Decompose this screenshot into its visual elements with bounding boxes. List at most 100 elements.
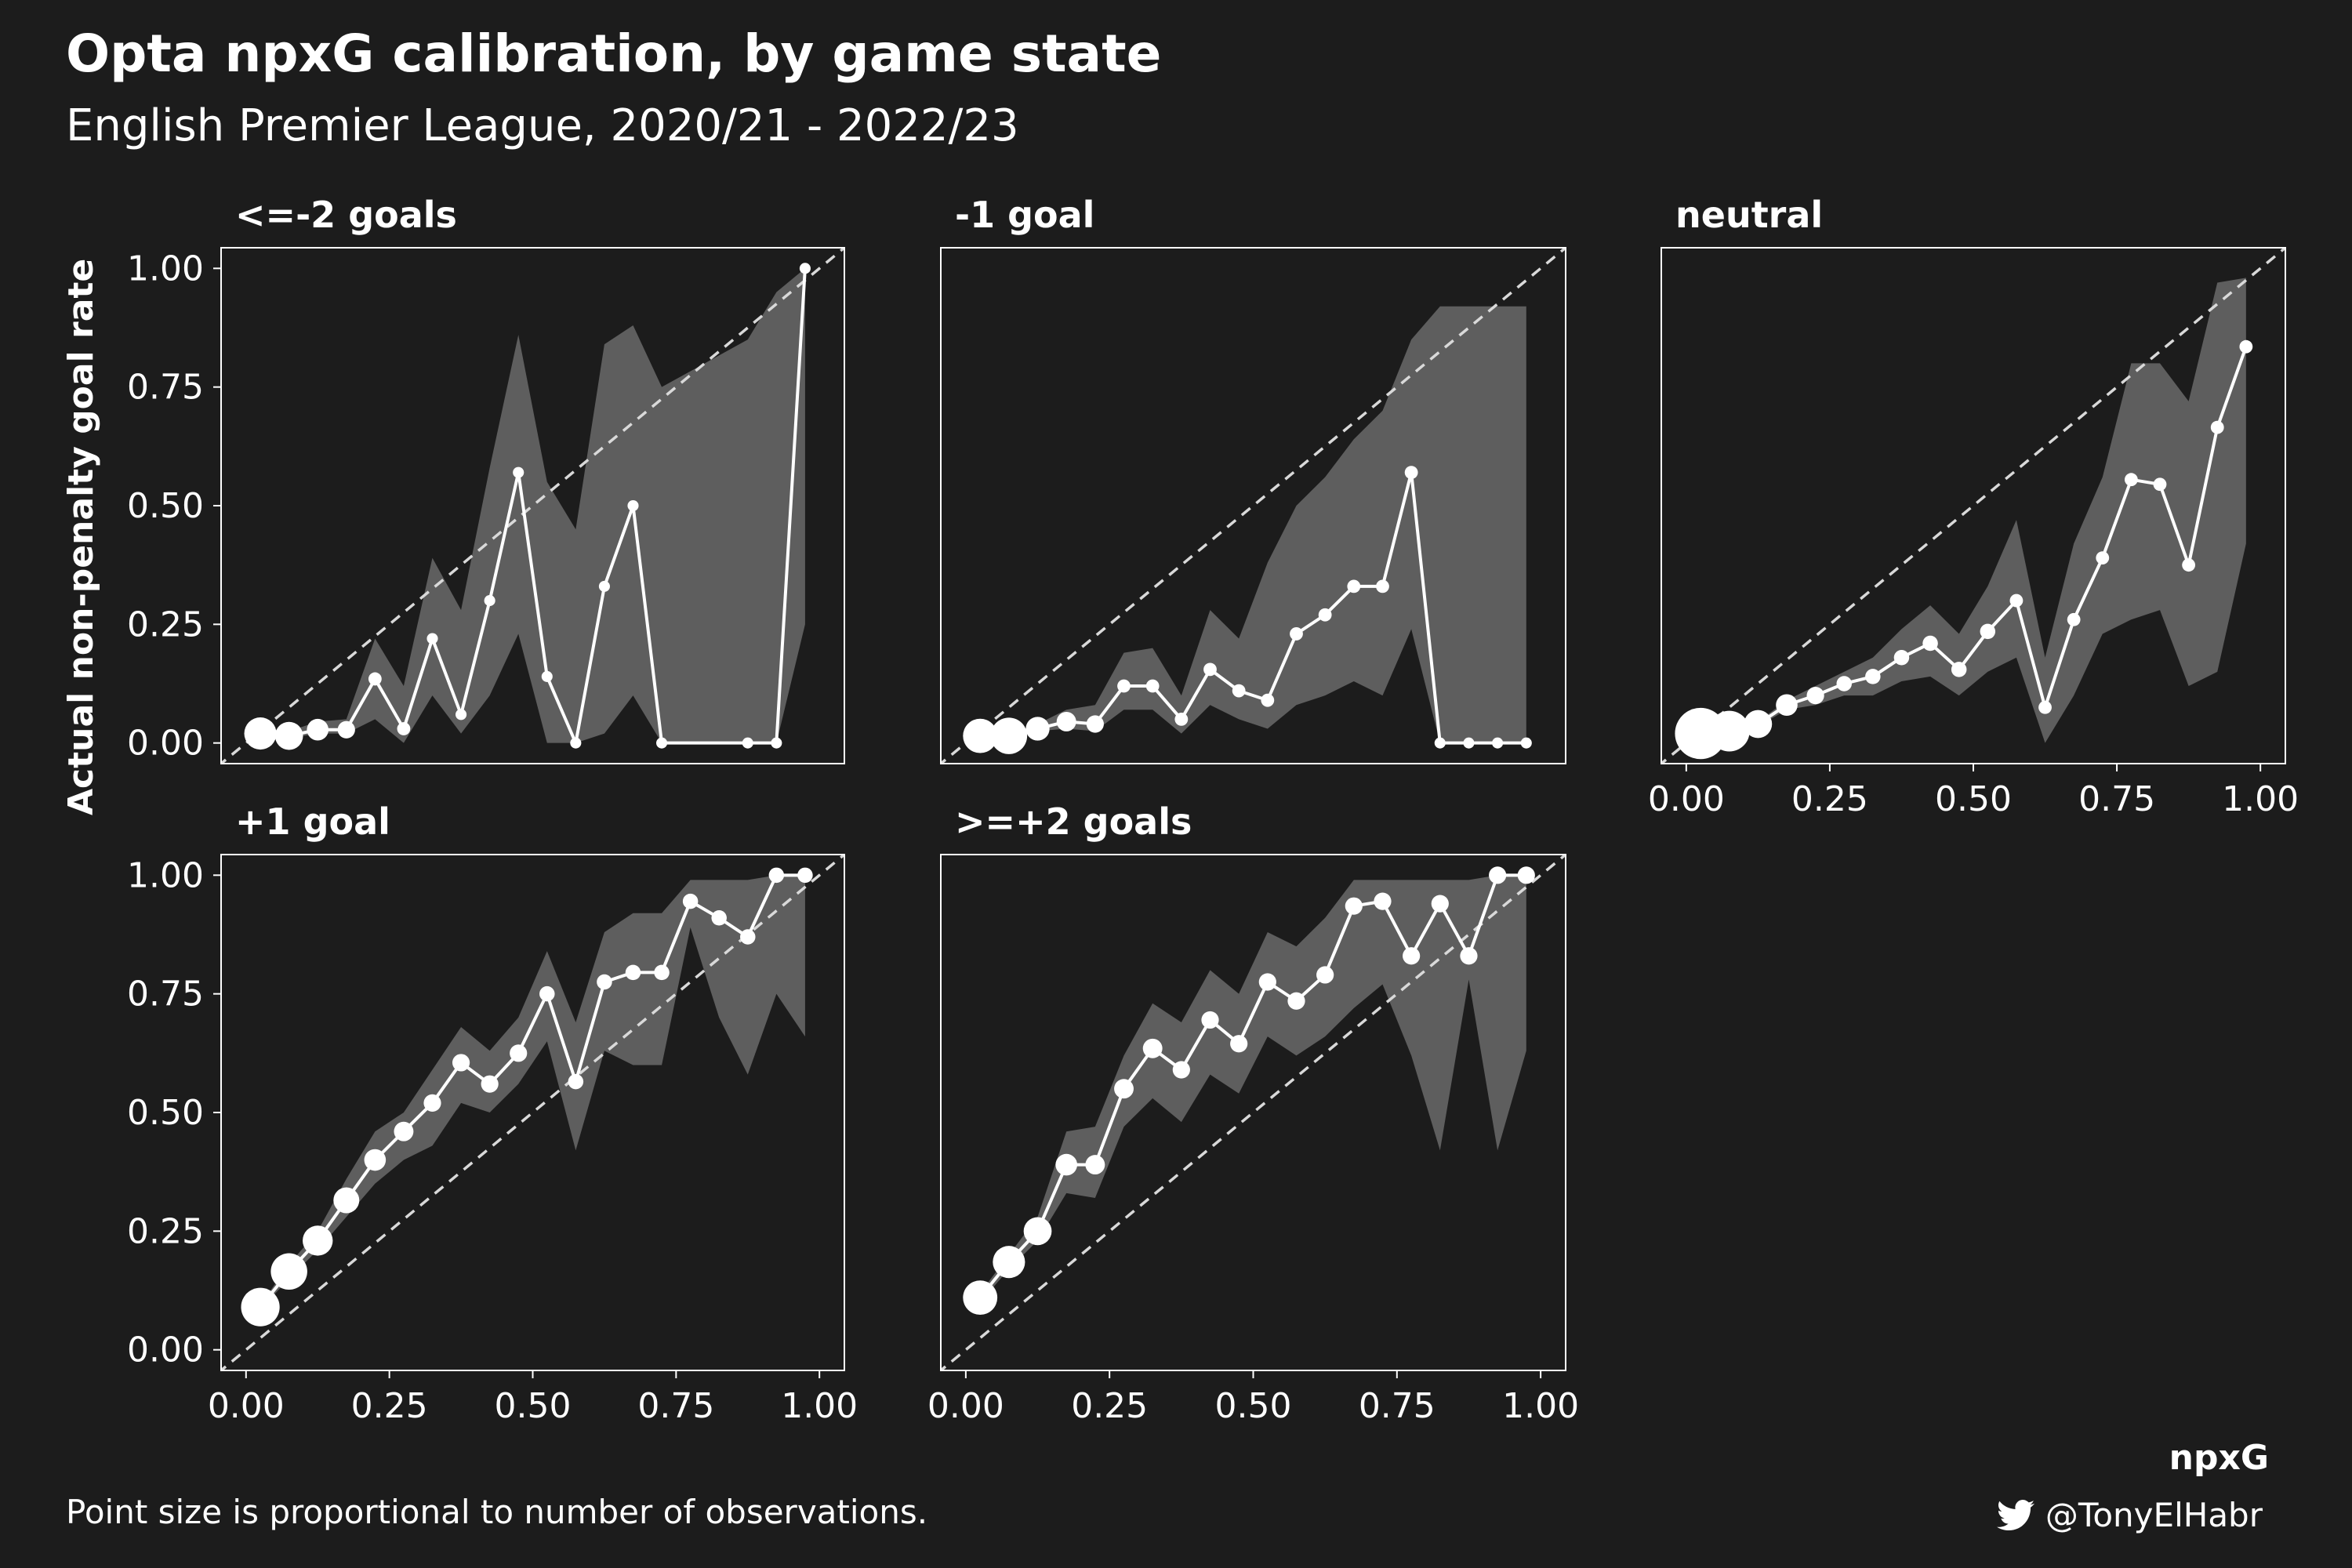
panel-title: -1 goal <box>955 194 1094 236</box>
y-tick-label: 1.00 <box>127 249 204 289</box>
data-point <box>333 1187 360 1214</box>
data-point <box>1232 684 1246 698</box>
data-point <box>1261 693 1275 707</box>
data-point <box>1865 669 1881 684</box>
data-point <box>1434 737 1446 749</box>
data-point <box>1290 627 1303 641</box>
data-point <box>452 1054 470 1072</box>
data-point <box>1460 947 1478 965</box>
data-point <box>397 722 411 735</box>
data-point <box>2067 612 2081 626</box>
data-point <box>2210 420 2224 434</box>
data-point <box>2153 477 2167 492</box>
data-point <box>1347 579 1361 593</box>
data-point <box>1230 1035 1248 1053</box>
y-tick-label: 0.75 <box>127 975 204 1014</box>
data-point <box>1318 608 1332 622</box>
chart-subtitle: English Premier League, 2020/21 - 2022/2… <box>66 100 1019 151</box>
data-point <box>742 737 753 749</box>
data-point <box>484 595 495 607</box>
data-point <box>1023 1217 1052 1246</box>
data-point <box>2038 700 2052 714</box>
data-point <box>1806 687 1824 705</box>
twitter-icon <box>1996 1499 2034 1530</box>
panel-3: +1 goal 0.00 0.25 0.50 0.75 1.00 0.00 0.25 0.50 0… <box>127 800 858 1426</box>
x-tick-label: 0.25 <box>1071 1386 1148 1426</box>
data-point <box>337 720 355 739</box>
y-tick-label: 0.00 <box>127 724 204 764</box>
data-point <box>1951 662 1967 677</box>
data-point <box>307 718 329 741</box>
data-point <box>1463 737 1475 749</box>
reference-diagonal <box>221 855 844 1370</box>
reference-diagonal <box>941 248 1566 764</box>
data-point <box>1520 737 1532 749</box>
data-point <box>2124 473 2138 487</box>
y-tick-label: 1.00 <box>127 855 204 895</box>
data-point <box>799 263 811 274</box>
panel-4: >=+2 goals 0.00 0.25 0.50 0.75 1.00 <box>927 800 1579 1426</box>
x-tick-label: 0.75 <box>637 1386 714 1426</box>
data-point <box>1403 947 1421 965</box>
data-point <box>1489 866 1507 884</box>
data-point <box>1836 676 1852 691</box>
data-point <box>627 499 639 512</box>
data-point <box>963 1280 998 1315</box>
x-tick-label: 0.75 <box>2078 779 2155 819</box>
data-point <box>654 964 670 981</box>
data-point <box>570 737 582 749</box>
data-point <box>1086 715 1104 733</box>
data-point <box>1517 866 1535 884</box>
data-point <box>625 964 641 981</box>
y-tick-label: 0.25 <box>127 1211 204 1251</box>
x-tick-label: 1.00 <box>1502 1386 1579 1426</box>
reference-diagonal <box>1661 248 2285 764</box>
data-point <box>1055 1153 1077 1176</box>
x-tick-label: 0.75 <box>1359 1386 1436 1426</box>
reference-diagonal <box>941 855 1566 1370</box>
data-point <box>513 466 524 478</box>
panel-2: neutral 0.00 0.25 0.50 0.75 1.00 <box>1648 194 2299 819</box>
y-tick-label: 0.50 <box>127 1093 204 1133</box>
data-point <box>1404 466 1418 480</box>
panel-1: -1 goal <box>940 194 1566 764</box>
data-point <box>568 1073 584 1090</box>
panel-0: <=-2 goals 0.00 0.25 0.50 0.75 1.00 <box>127 194 845 764</box>
data-point <box>682 893 699 909</box>
panel-title: +1 goal <box>235 800 390 843</box>
reference-diagonal <box>221 248 844 764</box>
data-point <box>963 718 998 753</box>
data-point <box>364 1149 387 1171</box>
data-point <box>1893 649 1910 666</box>
panel-title: >=+2 goals <box>955 800 1192 843</box>
y-tick-label: 0.50 <box>127 486 204 526</box>
x-axis-label: npxG <box>2169 1438 2269 1478</box>
data-point <box>1316 966 1334 984</box>
x-tick-label: 0.00 <box>927 1386 1004 1426</box>
panel-frame <box>940 247 1566 764</box>
credit: @TonyElHabr <box>1996 1496 2263 1534</box>
confidence-ribbon <box>260 875 805 1310</box>
x-tick-label: 0.50 <box>495 1386 572 1426</box>
data-point <box>1201 1011 1219 1029</box>
panel-title: neutral <box>1675 194 1823 236</box>
y-tick-label: 0.25 <box>127 604 204 644</box>
confidence-ribbon <box>260 268 805 743</box>
data-point <box>771 737 782 749</box>
data-point <box>244 717 277 750</box>
data-point <box>2239 339 2253 354</box>
y-tick-label: 0.75 <box>127 368 204 408</box>
data-point <box>1744 710 1773 739</box>
data-point <box>1376 579 1389 593</box>
data-point <box>539 985 555 1002</box>
confidence-ribbon <box>980 306 1526 743</box>
chart-title: Opta npxG calibration, by game state <box>66 24 1162 84</box>
data-point <box>2009 593 2024 608</box>
data-point <box>1114 1079 1134 1099</box>
data-point <box>768 867 785 884</box>
data-point <box>1145 679 1160 693</box>
data-point <box>993 1246 1025 1279</box>
data-point <box>274 721 303 750</box>
data-point <box>1431 895 1449 913</box>
